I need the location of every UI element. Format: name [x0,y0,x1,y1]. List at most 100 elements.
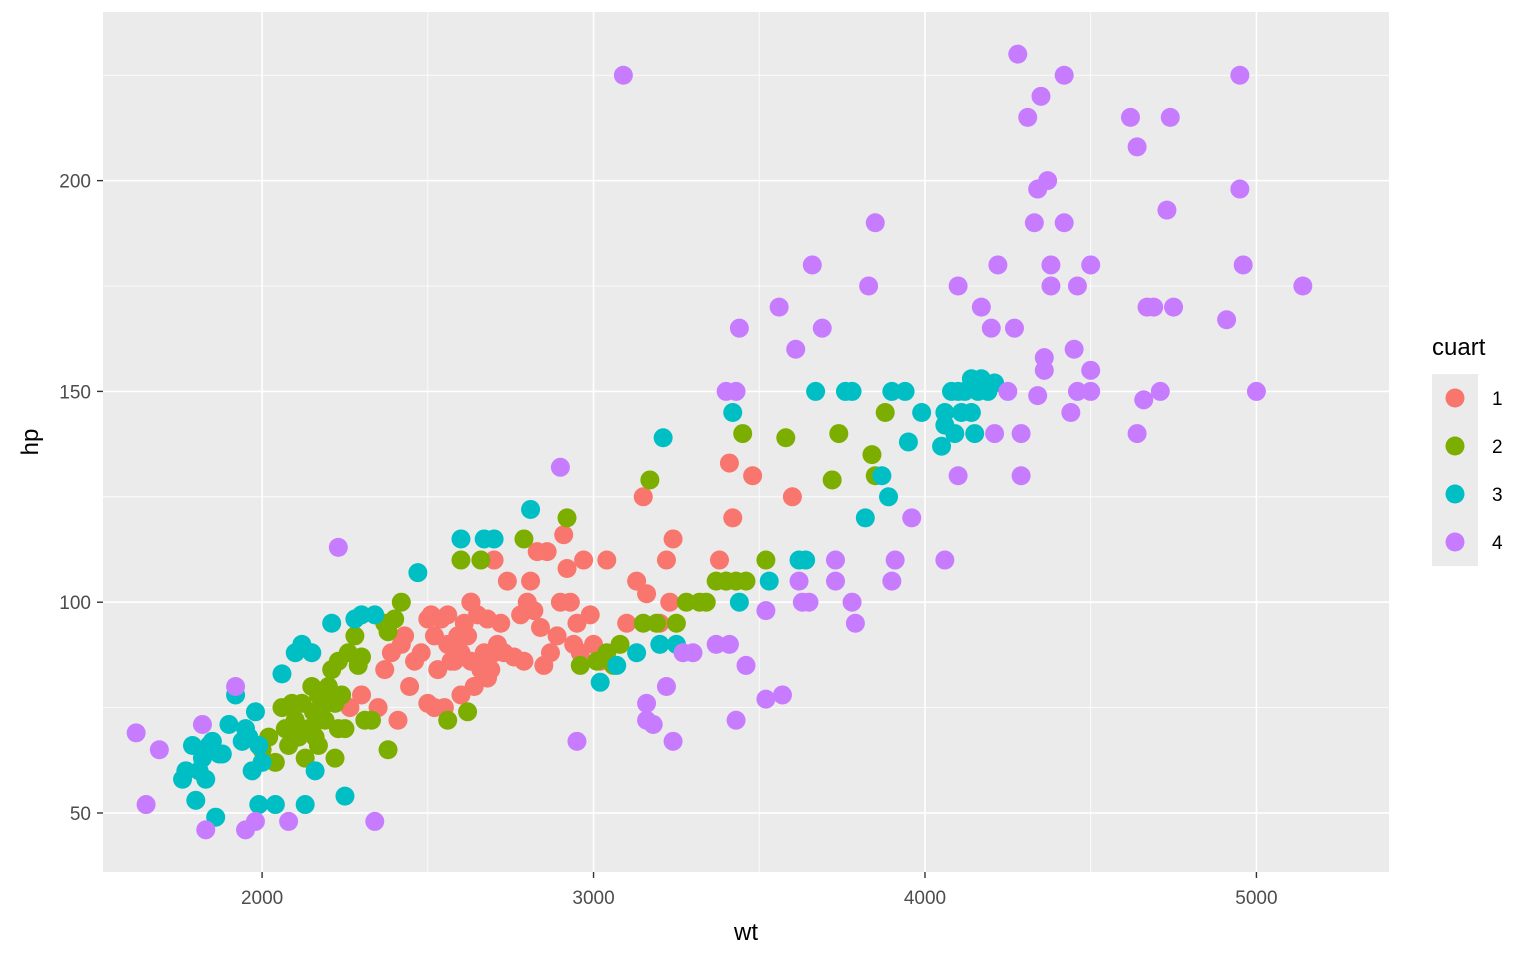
data-point-series-4 [1067,276,1087,296]
data-point-series-2 [458,702,478,722]
data-point-series-4 [772,685,792,705]
data-point-series-4 [1160,107,1180,127]
x-axis: 2000 3000 4000 5000 [241,872,1278,909]
x-tick-label: 5000 [1235,888,1277,909]
data-point-series-4 [567,731,587,751]
data-point-series-4 [613,65,633,85]
data-point-series-3 [932,436,952,456]
data-point-series-1 [531,617,551,637]
data-point-series-3 [249,736,269,756]
data-point-series-4 [736,655,756,675]
data-point-series-4 [245,811,265,831]
data-point-series-4 [1008,44,1028,64]
legend-label-2: 2 [1492,437,1503,458]
data-point-series-1 [477,668,497,688]
data-point-series-4 [663,731,683,751]
data-point-series-4 [971,297,991,317]
data-point-series-3 [806,381,826,401]
data-point-series-3 [729,592,749,612]
data-point-series-4 [643,714,663,734]
data-point-series-3 [895,381,915,401]
data-point-series-4 [812,318,832,338]
data-point-series-4 [948,276,968,296]
data-point-series-2 [438,710,458,730]
data-point-series-1 [719,453,739,473]
data-point-series-1 [458,626,478,646]
data-point-series-1 [352,685,372,705]
data-point-series-3 [295,795,315,815]
data-point-series-1 [660,592,680,612]
data-point-series-3 [305,761,325,781]
data-point-series-4 [1011,424,1031,444]
data-point-series-1 [411,643,431,663]
data-point-series-1 [580,605,600,625]
y-axis: 50 100 150 200 [59,172,103,825]
data-point-series-4 [1041,276,1061,296]
data-point-series-3 [653,428,673,448]
legend-label-4: 4 [1492,533,1503,554]
data-point-series-1 [637,584,657,604]
data-point-series-3 [723,402,743,422]
data-point-series-2 [676,592,696,612]
data-point-series-1 [782,487,802,507]
data-point-series-4 [1127,424,1147,444]
data-point-series-4 [1134,390,1154,410]
data-point-series-3 [408,563,428,583]
data-point-series-4 [550,457,570,477]
data-point-series-3 [872,466,892,486]
data-point-series-1 [574,550,594,570]
minor-gridlines [103,12,1389,872]
data-point-series-2 [756,550,776,570]
data-point-series-2 [471,550,491,570]
data-point-series-4 [279,811,299,831]
data-point-series-1 [524,601,544,621]
y-tick-label: 200 [59,172,91,193]
data-point-series-1 [597,550,617,570]
data-point-series-4 [1067,381,1087,401]
data-point-series-4 [756,689,776,709]
x-tick-label: 3000 [572,888,614,909]
data-point-series-4 [637,693,657,713]
data-point-series-2 [282,693,302,713]
data-point-series-1 [554,525,574,545]
data-point-series-3 [272,664,292,684]
data-point-series-4 [328,537,348,557]
data-point-series-3 [796,550,816,570]
data-point-series-4 [1054,213,1074,233]
data-point-series-4 [865,213,885,233]
data-point-series-4 [1031,86,1051,106]
data-point-series-3 [879,487,899,507]
data-point-series-4 [1011,466,1031,486]
data-point-series-4 [1120,107,1140,127]
data-point-series-3 [322,613,342,633]
data-point-series-4 [1064,339,1084,359]
data-point-series-2 [378,740,398,760]
legend-title: cuart [1432,334,1486,361]
y-tick-label: 100 [59,593,91,614]
data-point-series-4 [706,634,726,654]
data-point-series-3 [196,769,216,789]
data-point-series-1 [656,550,676,570]
data-point-series-2 [352,647,372,667]
data-point-series-4 [729,318,749,338]
data-point-series-1 [617,613,637,633]
data-point-series-3 [590,672,610,692]
data-point-series-4 [825,550,845,570]
data-point-series-4 [1081,255,1101,275]
data-point-series-4 [902,508,922,528]
data-point-series-4 [1041,255,1061,275]
data-point-series-2 [302,719,322,739]
data-point-series-3 [965,424,985,444]
data-point-series-3 [219,714,239,734]
legend-swatch-4 [1445,532,1465,552]
data-point-series-4 [1157,200,1177,220]
data-point-series-2 [862,445,882,465]
data-point-series-4 [882,571,902,591]
data-point-series-3 [650,634,670,654]
data-point-series-2 [325,748,345,768]
data-point-series-1 [424,698,444,718]
data-point-series-4 [1246,381,1266,401]
data-point-series-4 [1230,179,1250,199]
data-point-series-2 [640,470,660,490]
